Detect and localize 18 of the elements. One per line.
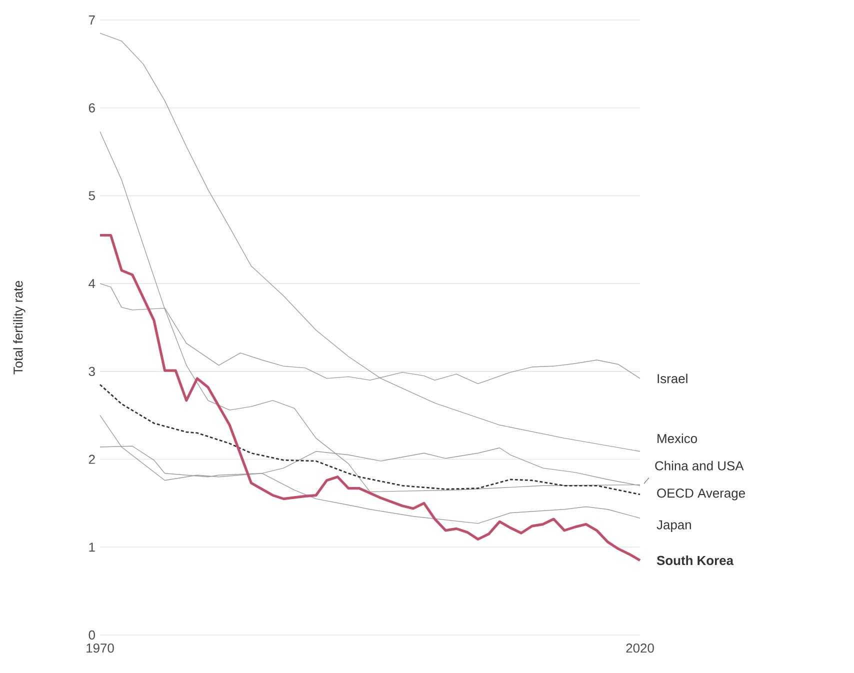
y-tick-label: 1 xyxy=(89,542,95,552)
series-label: Mexico xyxy=(658,434,697,444)
y-tick-label: 2 xyxy=(88,454,95,464)
y-axis-title: Total fertility rate xyxy=(13,280,26,374)
y-tick-label: 7 xyxy=(88,16,95,24)
y-tick-label: 4 xyxy=(88,279,96,288)
x-tick-label: 2020 xyxy=(626,644,654,653)
series-label: Japan xyxy=(656,520,691,532)
y-tick-label: 3 xyxy=(88,366,95,376)
y-tick-label: 0 xyxy=(88,630,95,640)
line-series xyxy=(100,32,640,452)
y-tick-label: 5 xyxy=(88,191,95,200)
series-label: South Korea xyxy=(656,556,734,566)
series-label: Israel xyxy=(658,374,688,384)
series-label: OECD Average xyxy=(657,488,745,500)
annotation: China and USA xyxy=(655,460,744,470)
y-tick-label: 6 xyxy=(88,103,95,112)
x-tick-label: 1970 xyxy=(86,644,114,653)
